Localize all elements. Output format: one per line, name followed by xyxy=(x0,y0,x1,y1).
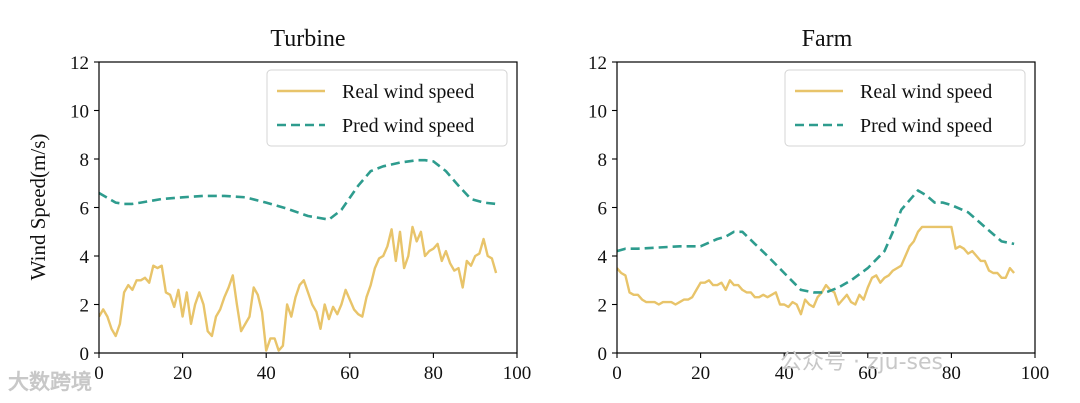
turbine-x-tick-label: 20 xyxy=(173,363,192,384)
turbine-y-tick-label: 6 xyxy=(80,199,90,220)
farm-title: Farm xyxy=(802,26,853,52)
turbine-title: Turbine xyxy=(270,26,345,52)
farm-series-real-line xyxy=(617,225,1016,316)
turbine-y-tick-label: 2 xyxy=(80,296,90,317)
watermark-right: 公众号 · zju-ses xyxy=(780,350,943,375)
farm-x-tick-label: 60 xyxy=(858,363,877,384)
farm-legend-label-real: Real wind speed xyxy=(860,81,992,103)
turbine-x-tick-label: 0 xyxy=(94,363,104,384)
turbine-y-tick-label: 4 xyxy=(80,247,90,268)
watermark-left: 大数跨境 xyxy=(8,370,92,394)
turbine-y-tick-label: 12 xyxy=(70,53,89,74)
turbine-x-tick-label: 80 xyxy=(424,363,443,384)
farm-y-tick-label: 6 xyxy=(598,199,608,220)
farm-x-tick-label: 0 xyxy=(612,363,622,384)
turbine-y-tick-label: 8 xyxy=(80,150,90,171)
farm-y-tick-label: 2 xyxy=(598,296,608,317)
farm-series-pred-line xyxy=(617,189,1015,294)
farm-y-tick-label: 10 xyxy=(588,102,607,123)
farm-legend-box xyxy=(784,69,1026,147)
turbine-x-tick-label: 100 xyxy=(503,363,532,384)
farm-legend-label-pred: Pred wind speed xyxy=(860,115,992,137)
turbine-plot-area: 0 20 40 60 80 100 0 2 4 6 8 10 12 Real wind speed Pred… xyxy=(70,53,531,384)
turbine-series-pred-line xyxy=(99,158,497,221)
farm-x-tick-label: 100 xyxy=(1021,363,1050,384)
farm-panel: Farm 0 20 40 60 80 100 0 2 4 6 8 10 12 Real wind spee… xyxy=(588,26,1049,384)
turbine-legend: Real wind speed Pred wind speed xyxy=(266,69,508,147)
turbine-x-tick-label: 60 xyxy=(340,363,359,384)
farm-y-tick-label: 0 xyxy=(598,344,608,365)
turbine-legend-box xyxy=(266,69,508,147)
turbine-legend-label-pred: Pred wind speed xyxy=(342,115,474,137)
farm-plot-area: 0 20 40 60 80 100 0 2 4 6 8 10 12 Real wind speed Pred… xyxy=(588,53,1049,384)
farm-x-tick-label: 40 xyxy=(775,363,794,384)
turbine-y-tick-label: 0 xyxy=(80,344,90,365)
turbine-series-real-line xyxy=(99,225,498,352)
farm-x-tick-label: 20 xyxy=(691,363,710,384)
turbine-panel: Turbine Wind Speed(m/s) 0 20 40 60 80 100 0 2 4 6… xyxy=(26,26,531,384)
farm-legend: Real wind speed Pred wind speed xyxy=(784,69,1026,147)
farm-y-tick-label: 4 xyxy=(598,247,608,268)
farm-y-tick-label: 12 xyxy=(588,53,607,74)
turbine-y-axis-label: Wind Speed(m/s) xyxy=(26,134,50,281)
turbine-y-tick-label: 10 xyxy=(70,102,89,123)
turbine-legend-label-real: Real wind speed xyxy=(342,81,474,103)
farm-x-tick-label: 80 xyxy=(942,363,961,384)
turbine-x-tick-label: 40 xyxy=(257,363,276,384)
farm-y-tick-label: 8 xyxy=(598,150,608,171)
